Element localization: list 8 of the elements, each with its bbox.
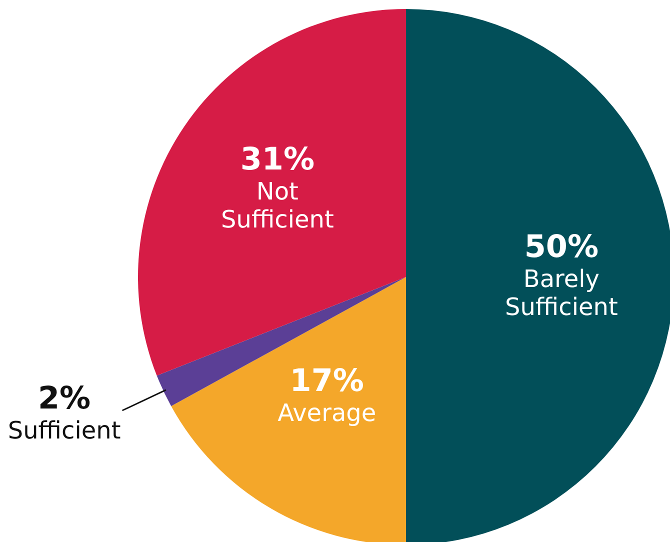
data-label: 17% xyxy=(290,362,364,399)
data-label: 2% xyxy=(38,380,91,417)
slice-label: Not Sufficient xyxy=(220,178,334,234)
slice-label: Barely Sufficient xyxy=(504,265,618,321)
data-label: 50% xyxy=(524,229,599,265)
slice-label: Sufficient xyxy=(8,416,121,445)
slice-label: Average xyxy=(278,398,376,427)
data-label: 31% xyxy=(240,142,315,178)
